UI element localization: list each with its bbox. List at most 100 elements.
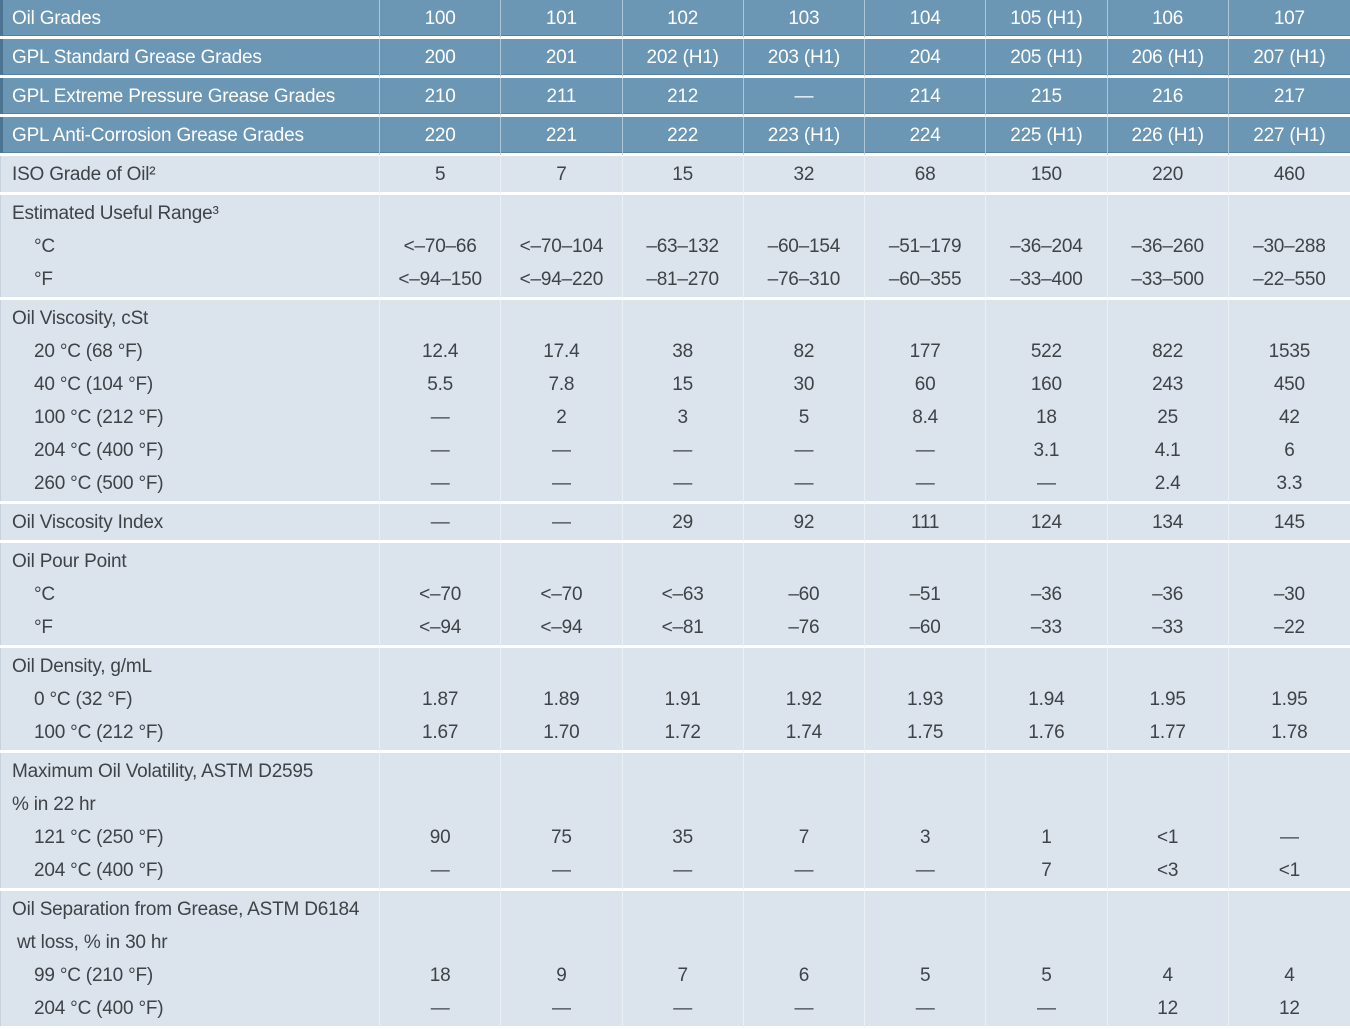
data-value: 15: [672, 164, 693, 185]
data-value-cell: –60 –76: [743, 543, 865, 648]
data-value: —: [673, 998, 693, 1019]
data-value: —: [430, 473, 450, 494]
data-value: —: [794, 440, 814, 461]
data-value: 75: [551, 827, 572, 848]
grade-value-cell: 106: [1107, 0, 1229, 39]
data-value-cell: —: [501, 504, 623, 543]
data-value: 1.67: [422, 722, 459, 743]
spacer-line: [986, 650, 1106, 683]
data-value-cell: 1.89 1.70: [501, 648, 623, 753]
data-value-cell: 145: [1228, 504, 1350, 543]
spacer-line: [865, 788, 985, 821]
spacer-line: [865, 197, 985, 230]
section-sub-label: 0 °C (32 °F): [34, 689, 133, 710]
data-value-cell: 92: [743, 504, 865, 543]
data-value: 111: [910, 512, 940, 533]
data-value-cell: 460: [1228, 156, 1350, 195]
data-value: 243: [1152, 374, 1184, 395]
grade-header-row: GPL Extreme Pressure Grease Grades 210 211…: [0, 78, 1350, 117]
section-title: Estimated Useful Range³: [12, 203, 219, 224]
grade-value-cell: 202 (H1): [622, 39, 744, 78]
grade-value: 100: [424, 8, 456, 29]
data-value: –30: [1273, 584, 1305, 605]
grade-value-cell: 200: [380, 39, 502, 78]
grade-value-cell: 102: [622, 0, 744, 39]
data-value: 450: [1273, 374, 1305, 395]
data-value: 1.91: [664, 689, 701, 710]
data-value: 522: [1030, 341, 1062, 362]
grade-value: 225 (H1): [1010, 125, 1083, 146]
data-value: <–70: [540, 584, 583, 605]
spacer-line: [1108, 926, 1228, 959]
data-value-cell: 1.95 1.77: [1107, 648, 1229, 753]
data-value-cell: 1.91 1.72: [622, 648, 744, 753]
grade-value: 215: [1030, 86, 1062, 107]
data-value-cell: 822 243 25 4.1 2.4: [1107, 300, 1229, 504]
data-value: 2: [556, 407, 567, 428]
data-value-cell: 18 —: [380, 891, 502, 1029]
data-value-cell: 3—: [865, 753, 987, 891]
grade-value-cell: 227 (H1): [1228, 117, 1350, 156]
spacer-line: [986, 302, 1106, 335]
data-value: <–81: [661, 617, 704, 638]
spacer-line: [986, 926, 1106, 959]
grade-value: 227 (H1): [1253, 125, 1326, 146]
spacer-line: [380, 788, 500, 821]
grade-value: 204: [909, 47, 941, 68]
data-value: 8.4: [912, 407, 939, 428]
data-value-cell: <–63 <–81: [622, 543, 744, 648]
spacer-line: [380, 650, 500, 683]
spacer-line: [986, 545, 1106, 578]
data-value: –60–154: [767, 236, 841, 257]
spacer-line: [986, 893, 1106, 926]
grade-value-cell: 101: [501, 0, 623, 39]
data-value-cell: –51 –60: [865, 543, 987, 648]
data-value: 1.89: [543, 689, 580, 710]
grade-header-row: Oil Grades 100 101 102 103 104 105 (H1) 106 107: [0, 0, 1350, 39]
data-value: –36: [1152, 584, 1184, 605]
spacer-line: [1229, 302, 1350, 335]
data-value-cell: 5—: [865, 891, 987, 1029]
spacer-line: [501, 893, 621, 926]
grade-value-cell: 217: [1228, 78, 1350, 117]
data-value-cell: 150: [986, 156, 1108, 195]
grade-value-cell: 104: [865, 0, 987, 39]
data-value: 1.95: [1149, 689, 1186, 710]
grade-value-cell: 220: [380, 117, 502, 156]
data-value: 7: [798, 827, 810, 848]
data-value-cell: –36–204 –33–400: [986, 195, 1108, 300]
data-value: —: [551, 998, 571, 1019]
spacer-line: [865, 926, 985, 959]
data-value: –36–260: [1131, 236, 1204, 257]
data-value: <–70: [419, 584, 462, 605]
data-value-cell: 29: [622, 504, 744, 543]
data-value: —: [430, 860, 450, 881]
grade-value: 104: [909, 8, 941, 29]
data-value: <1: [1156, 827, 1179, 848]
data-value: 1.76: [1028, 722, 1065, 743]
data-value: 30: [793, 374, 815, 395]
grade-value: 207 (H1): [1253, 47, 1326, 68]
data-value-cell: –51–179 –60–355: [865, 195, 987, 300]
data-value-cell: 35 —: [622, 753, 744, 891]
data-value: 1.74: [785, 722, 822, 743]
spacer-line: [865, 545, 985, 578]
spacer-line: [1229, 197, 1350, 230]
data-value: —: [915, 440, 935, 461]
data-value: 5: [798, 407, 810, 428]
data-value: 1.94: [1028, 689, 1065, 710]
grade-value: 224: [909, 125, 941, 146]
grade-value: 203 (H1): [767, 47, 841, 68]
data-value: 38: [672, 341, 693, 362]
data-value: 17.4: [543, 341, 580, 362]
data-value: —: [551, 512, 571, 533]
data-value-cell: –30–288 –22–550: [1228, 195, 1350, 300]
grade-value-cell: 205 (H1): [986, 39, 1108, 78]
grade-value-cell: 211: [501, 78, 623, 117]
section-label-cell: Oil Viscosity Index: [0, 504, 380, 543]
data-value: —: [794, 473, 814, 494]
grade-value-cell: 215: [986, 78, 1108, 117]
data-value-cell: 4 12: [1107, 891, 1229, 1029]
data-value: —: [551, 440, 571, 461]
